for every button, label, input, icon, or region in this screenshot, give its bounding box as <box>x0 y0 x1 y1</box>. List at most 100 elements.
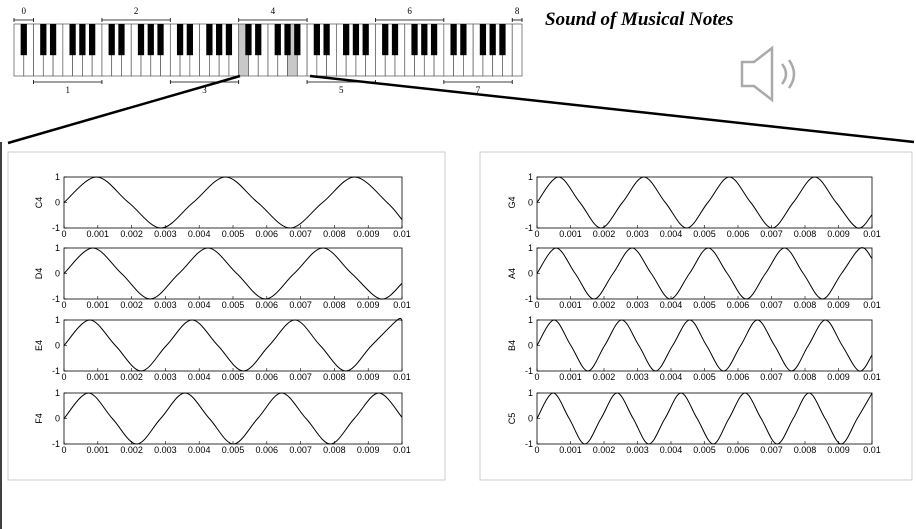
x-tick-label: 0 <box>534 229 539 239</box>
x-tick-label: 0.006 <box>256 300 279 310</box>
x-tick-label: 0.007 <box>760 229 783 239</box>
x-tick-label: 0.003 <box>154 445 177 455</box>
black-key <box>431 24 437 55</box>
x-tick-label: 0.004 <box>660 229 683 239</box>
x-tick-label: 0 <box>534 445 539 455</box>
white-key <box>512 24 522 76</box>
black-key <box>138 24 144 55</box>
x-tick-label: 0.009 <box>827 300 850 310</box>
y-tick-label: -1 <box>525 294 533 304</box>
axes-frame <box>537 320 872 371</box>
x-tick-label: 0.001 <box>559 445 582 455</box>
x-tick-label: 0.008 <box>323 300 346 310</box>
x-tick-label: 0.001 <box>87 300 110 310</box>
black-key <box>323 24 329 55</box>
x-tick-label: 0.002 <box>120 229 143 239</box>
x-tick-label: 0.005 <box>693 300 716 310</box>
x-tick-label: 0 <box>61 229 66 239</box>
black-key <box>148 24 154 55</box>
x-tick-label: 0 <box>61 445 66 455</box>
axes-frame <box>537 248 872 299</box>
x-tick-label: 0.001 <box>559 229 582 239</box>
y-axis-label: B4 <box>507 340 517 351</box>
x-tick-label: 0.008 <box>323 229 346 239</box>
y-tick-label: -1 <box>52 223 60 233</box>
x-tick-label: 0.008 <box>794 445 817 455</box>
y-axis-label: A4 <box>507 268 517 279</box>
axes-frame <box>64 393 402 444</box>
x-tick-label: 0.01 <box>393 300 411 310</box>
black-key <box>460 24 466 55</box>
x-tick-label: 0.009 <box>357 300 380 310</box>
x-tick-label: 0.006 <box>727 300 750 310</box>
octave-label: 6 <box>407 6 412 16</box>
x-tick-label: 0.002 <box>593 300 616 310</box>
x-tick-label: 0.002 <box>120 300 143 310</box>
black-key <box>411 24 417 55</box>
black-key <box>450 24 456 55</box>
x-tick-label: 0.002 <box>593 372 616 382</box>
x-tick-label: 0.01 <box>393 372 411 382</box>
y-tick-label: 1 <box>55 388 60 398</box>
x-tick-label: 0.005 <box>693 445 716 455</box>
y-tick-label: 1 <box>528 315 533 325</box>
black-key <box>177 24 183 55</box>
y-tick-label: 0 <box>528 414 533 424</box>
black-key <box>206 24 212 55</box>
x-tick-label: 0.001 <box>87 229 110 239</box>
x-tick-label: 0.006 <box>727 445 750 455</box>
x-tick-label: 0.01 <box>393 445 411 455</box>
black-key <box>363 24 369 55</box>
black-key <box>216 24 222 55</box>
x-tick-label: 0.002 <box>593 445 616 455</box>
axes-frame <box>537 177 872 228</box>
y-tick-label: 1 <box>528 388 533 398</box>
black-key <box>421 24 427 55</box>
x-tick-label: 0.002 <box>120 372 143 382</box>
y-tick-label: 0 <box>528 198 533 208</box>
x-tick-label: 0.003 <box>626 445 649 455</box>
x-tick-label: 0.005 <box>222 300 245 310</box>
x-tick-label: 0.004 <box>660 300 683 310</box>
x-tick-label: 0.004 <box>188 229 211 239</box>
x-tick-label: 0.004 <box>660 445 683 455</box>
y-tick-label: 1 <box>55 172 60 182</box>
x-tick-label: 0.001 <box>559 372 582 382</box>
title: Sound of Musical Notes <box>545 9 733 30</box>
x-tick-label: 0 <box>61 300 66 310</box>
x-tick-label: 0.006 <box>256 372 279 382</box>
octave-label: 0 <box>22 6 27 16</box>
x-tick-label: 0.004 <box>188 445 211 455</box>
x-tick-label: 0.007 <box>760 300 783 310</box>
black-key <box>314 24 320 55</box>
octave-label: 5 <box>339 85 344 95</box>
black-key <box>499 24 505 55</box>
y-tick-label: 0 <box>528 269 533 279</box>
x-tick-label: 0.001 <box>87 372 110 382</box>
axes-frame <box>537 393 872 444</box>
black-key <box>275 24 281 55</box>
x-tick-label: 0.007 <box>289 372 312 382</box>
black-key <box>343 24 349 55</box>
black-key <box>21 24 27 55</box>
black-key <box>187 24 193 55</box>
x-tick-label: 0.006 <box>727 229 750 239</box>
axes-frame <box>64 177 402 228</box>
x-tick-label: 0.002 <box>593 229 616 239</box>
x-tick-label: 0.01 <box>393 229 411 239</box>
x-tick-label: 0.004 <box>660 372 683 382</box>
x-tick-label: 0.005 <box>222 445 245 455</box>
black-key <box>382 24 388 55</box>
octave-label: 2 <box>134 6 139 16</box>
x-tick-label: 0.006 <box>727 372 750 382</box>
x-tick-label: 0.009 <box>357 372 380 382</box>
y-axis-label: C5 <box>507 413 517 425</box>
x-tick-label: 0.01 <box>863 445 881 455</box>
x-tick-label: 0.006 <box>256 229 279 239</box>
x-tick-label: 0.009 <box>827 372 850 382</box>
black-key <box>245 24 251 55</box>
y-tick-label: 1 <box>55 315 60 325</box>
x-tick-label: 0.003 <box>626 229 649 239</box>
x-tick-label: 0.003 <box>626 300 649 310</box>
black-key <box>284 24 290 55</box>
